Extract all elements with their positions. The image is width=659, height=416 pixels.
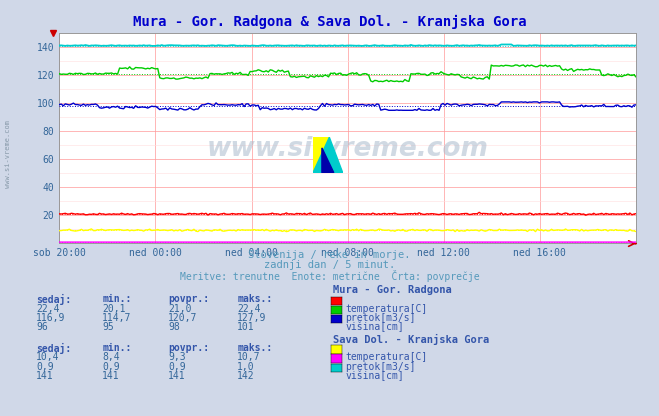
Text: 116,9: 116,9 bbox=[36, 313, 66, 323]
Text: 141: 141 bbox=[36, 371, 54, 381]
Text: sedaj:: sedaj: bbox=[36, 294, 71, 305]
Text: 141: 141 bbox=[102, 371, 120, 381]
Text: pretok[m3/s]: pretok[m3/s] bbox=[345, 313, 416, 323]
Text: www.si-vreme.com: www.si-vreme.com bbox=[207, 136, 488, 162]
Text: višina[cm]: višina[cm] bbox=[345, 322, 404, 332]
Text: Mura - Gor. Radgona: Mura - Gor. Radgona bbox=[333, 285, 451, 295]
Text: 120,7: 120,7 bbox=[168, 313, 198, 323]
Text: min.:: min.: bbox=[102, 294, 132, 304]
Text: 101: 101 bbox=[237, 322, 255, 332]
Text: Slovenija / reke in morje.: Slovenija / reke in morje. bbox=[248, 250, 411, 260]
Text: maks.:: maks.: bbox=[237, 343, 272, 353]
Text: 142: 142 bbox=[237, 371, 255, 381]
Text: zadnji dan / 5 minut.: zadnji dan / 5 minut. bbox=[264, 260, 395, 270]
Text: 9,3: 9,3 bbox=[168, 352, 186, 362]
Text: 0,9: 0,9 bbox=[102, 362, 120, 371]
Polygon shape bbox=[313, 137, 343, 173]
Text: višina[cm]: višina[cm] bbox=[345, 371, 404, 381]
Text: pretok[m3/s]: pretok[m3/s] bbox=[345, 362, 416, 371]
Text: 127,9: 127,9 bbox=[237, 313, 267, 323]
Text: min.:: min.: bbox=[102, 343, 132, 353]
Text: www.si-vreme.com: www.si-vreme.com bbox=[5, 120, 11, 188]
Text: 1,0: 1,0 bbox=[237, 362, 255, 371]
Text: Sava Dol. - Kranjska Gora: Sava Dol. - Kranjska Gora bbox=[333, 334, 489, 345]
Text: maks.:: maks.: bbox=[237, 294, 272, 304]
Text: 22,4: 22,4 bbox=[36, 304, 60, 314]
Text: 21,0: 21,0 bbox=[168, 304, 192, 314]
Text: 114,7: 114,7 bbox=[102, 313, 132, 323]
Text: 8,4: 8,4 bbox=[102, 352, 120, 362]
Text: sedaj:: sedaj: bbox=[36, 343, 71, 354]
Text: 96: 96 bbox=[36, 322, 48, 332]
Text: 10,7: 10,7 bbox=[237, 352, 261, 362]
Text: 0,9: 0,9 bbox=[168, 362, 186, 371]
Text: 22,4: 22,4 bbox=[237, 304, 261, 314]
Text: 10,4: 10,4 bbox=[36, 352, 60, 362]
Text: 95: 95 bbox=[102, 322, 114, 332]
Text: povpr.:: povpr.: bbox=[168, 343, 209, 353]
Text: 0,9: 0,9 bbox=[36, 362, 54, 371]
Text: Mura - Gor. Radgona & Sava Dol. - Kranjska Gora: Mura - Gor. Radgona & Sava Dol. - Kranjs… bbox=[132, 15, 527, 29]
Text: temperatura[C]: temperatura[C] bbox=[345, 304, 428, 314]
Text: povpr.:: povpr.: bbox=[168, 294, 209, 304]
Text: 20,1: 20,1 bbox=[102, 304, 126, 314]
Text: temperatura[C]: temperatura[C] bbox=[345, 352, 428, 362]
Polygon shape bbox=[322, 148, 334, 173]
Polygon shape bbox=[313, 137, 330, 173]
Text: Meritve: trenutne  Enote: metrične  Črta: povprečje: Meritve: trenutne Enote: metrične Črta: … bbox=[180, 270, 479, 282]
Text: 141: 141 bbox=[168, 371, 186, 381]
Text: 98: 98 bbox=[168, 322, 180, 332]
